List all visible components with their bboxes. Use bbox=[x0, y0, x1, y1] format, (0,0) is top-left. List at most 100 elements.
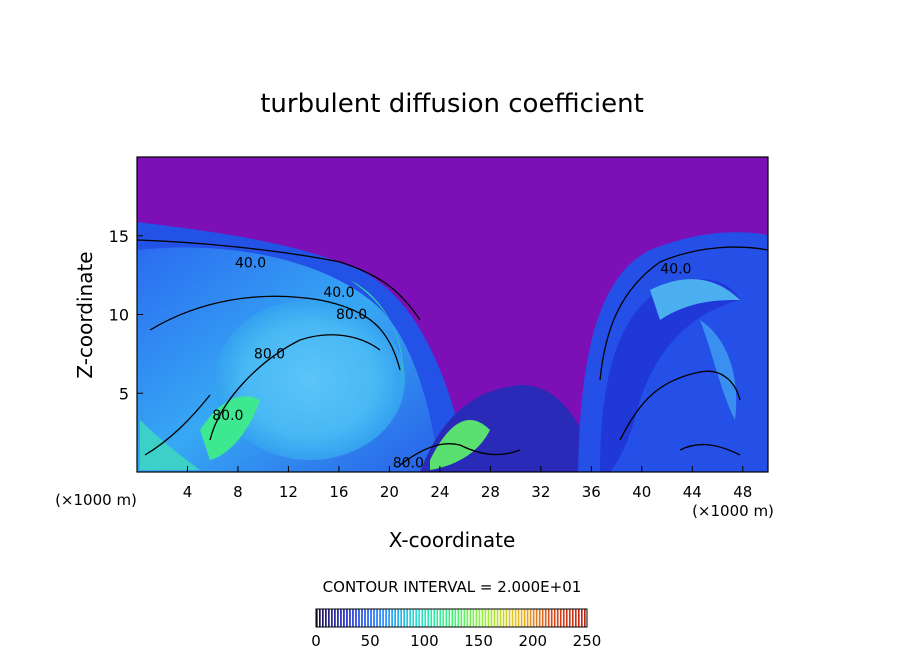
colorbar-segment bbox=[382, 609, 384, 627]
colorbar-segment bbox=[574, 609, 577, 627]
colorbar-segment bbox=[457, 609, 460, 627]
colorbar-segment bbox=[538, 609, 541, 627]
chart-title: turbulent diffusion coefficient bbox=[260, 89, 644, 119]
colorbar-segment bbox=[430, 609, 433, 627]
x-tick-label: 4 bbox=[183, 483, 193, 501]
colorbar-segment bbox=[493, 609, 496, 627]
colorbar-segment bbox=[565, 609, 568, 627]
x-tick-label: 48 bbox=[733, 483, 752, 501]
colorbar-segment bbox=[559, 609, 562, 627]
colorbar-segment bbox=[376, 609, 378, 627]
x-tick-label: 40 bbox=[632, 483, 651, 501]
colorbar-segment bbox=[562, 609, 565, 627]
colorbar-segment bbox=[391, 609, 393, 627]
x-unit-label-right: (×1000 m) bbox=[692, 502, 774, 520]
colorbar-segment bbox=[469, 609, 472, 627]
colorbar-segment bbox=[553, 609, 556, 627]
contour-line bbox=[137, 239, 421, 321]
colorbar-segment bbox=[427, 609, 430, 627]
contour-label: 80.0 bbox=[393, 455, 424, 471]
colorbar-tick-label: 150 bbox=[464, 632, 493, 650]
colorbar-segment bbox=[463, 609, 466, 627]
colorbar-segment bbox=[502, 609, 505, 627]
right-streak bbox=[700, 320, 737, 420]
colorbar-tick-label: 250 bbox=[573, 632, 602, 650]
y-tick-label: 15 bbox=[109, 227, 129, 246]
corner-patch bbox=[140, 420, 200, 470]
colorbar-segment bbox=[526, 609, 529, 627]
colorbar-segment bbox=[394, 609, 396, 627]
colorbar-tick-label: 50 bbox=[361, 632, 380, 650]
colorbar bbox=[316, 609, 586, 627]
colorbar-segment bbox=[547, 609, 550, 627]
colorbar-segment bbox=[445, 609, 448, 627]
contour-label: 40.0 bbox=[660, 262, 691, 278]
contour-lines bbox=[137, 239, 768, 466]
colorbar-frame bbox=[315, 608, 588, 628]
contour-label: 80.0 bbox=[212, 408, 243, 424]
colorbar-segment bbox=[577, 609, 580, 627]
x-axis-label: X-coordinate bbox=[389, 528, 516, 552]
colorbar-segment bbox=[403, 609, 405, 627]
colorbar-segment bbox=[409, 609, 412, 627]
contour-line bbox=[619, 370, 741, 441]
colorbar-segment bbox=[436, 609, 439, 627]
colorbar-ticks: 0 50 100 150 200 250 bbox=[311, 632, 601, 650]
colorbar-segment bbox=[397, 609, 399, 627]
x-unit-label-left: (×1000 m) bbox=[55, 491, 137, 509]
colorbar-segment bbox=[451, 609, 454, 627]
colorbar-tick-label: 0 bbox=[311, 632, 321, 650]
colorbar-segment bbox=[454, 609, 457, 627]
colorbar-segment bbox=[511, 609, 514, 627]
colorbar-tick-label: 200 bbox=[518, 632, 547, 650]
colorbar-segment bbox=[319, 609, 321, 627]
colorbar-segment bbox=[583, 609, 586, 627]
colorbar-segment bbox=[556, 609, 559, 627]
green-patch bbox=[200, 396, 260, 460]
colorbar-segment bbox=[373, 609, 375, 627]
contour-line bbox=[144, 394, 211, 456]
colorbar-segment bbox=[541, 609, 544, 627]
plot-field bbox=[137, 157, 768, 472]
colorbar-segment bbox=[406, 609, 408, 627]
colorbar-segment bbox=[514, 609, 517, 627]
colorbar-segment bbox=[328, 609, 330, 627]
colorbar-segment bbox=[337, 609, 339, 627]
x-tick-label: 36 bbox=[582, 483, 601, 501]
contour-label: 40.0 bbox=[235, 255, 266, 271]
colorbar-segment bbox=[550, 609, 553, 627]
colorbar-segment bbox=[352, 609, 354, 627]
colorbar-segment bbox=[466, 609, 469, 627]
colorbar-segment bbox=[388, 609, 390, 627]
colorbar-segment bbox=[460, 609, 463, 627]
colorbar-segment bbox=[331, 609, 333, 627]
x-tick-label: 8 bbox=[233, 483, 243, 501]
x-axis-ticks: 4 8 12 16 20 24 28 32 36 40 44 48 bbox=[183, 466, 752, 501]
colorbar-segment bbox=[412, 609, 415, 627]
colorbar-segment bbox=[508, 609, 511, 627]
x-tick-label: 16 bbox=[329, 483, 348, 501]
colorbar-segment bbox=[439, 609, 442, 627]
x-tick-label: 44 bbox=[683, 483, 702, 501]
colorbar-segment bbox=[496, 609, 499, 627]
colorbar-segment bbox=[529, 609, 532, 627]
colorbar-segment bbox=[334, 609, 336, 627]
contour-line bbox=[149, 295, 401, 371]
colorbar-segment bbox=[385, 609, 387, 627]
colorbar-segment bbox=[580, 609, 583, 627]
colorbar-segment bbox=[472, 609, 475, 627]
colorbar-segment bbox=[424, 609, 427, 627]
colorbar-segment bbox=[487, 609, 490, 627]
contour-interval-text: CONTOUR INTERVAL = 2.000E+01 bbox=[323, 578, 582, 596]
colorbar-segment bbox=[520, 609, 523, 627]
colorbar-segment bbox=[490, 609, 493, 627]
colorbar-segment bbox=[484, 609, 487, 627]
colorbar-segment bbox=[481, 609, 484, 627]
contour-labels: 40.0 40.0 80.0 80.0 80.0 80.0 40.0 bbox=[212, 255, 691, 471]
contour-label: 80.0 bbox=[254, 347, 285, 363]
contour-line bbox=[599, 246, 768, 381]
colorbar-segment bbox=[367, 609, 369, 627]
x-tick-label: 24 bbox=[430, 483, 449, 501]
colorbar-segment bbox=[544, 609, 547, 627]
